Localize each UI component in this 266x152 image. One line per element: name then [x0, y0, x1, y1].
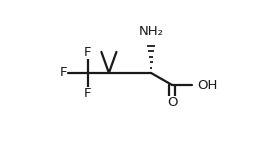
- Text: F: F: [84, 87, 92, 100]
- Text: OH: OH: [197, 79, 217, 92]
- Text: F: F: [60, 66, 68, 79]
- Text: F: F: [84, 46, 92, 59]
- Text: O: O: [167, 96, 177, 109]
- Text: NH₂: NH₂: [139, 25, 164, 38]
